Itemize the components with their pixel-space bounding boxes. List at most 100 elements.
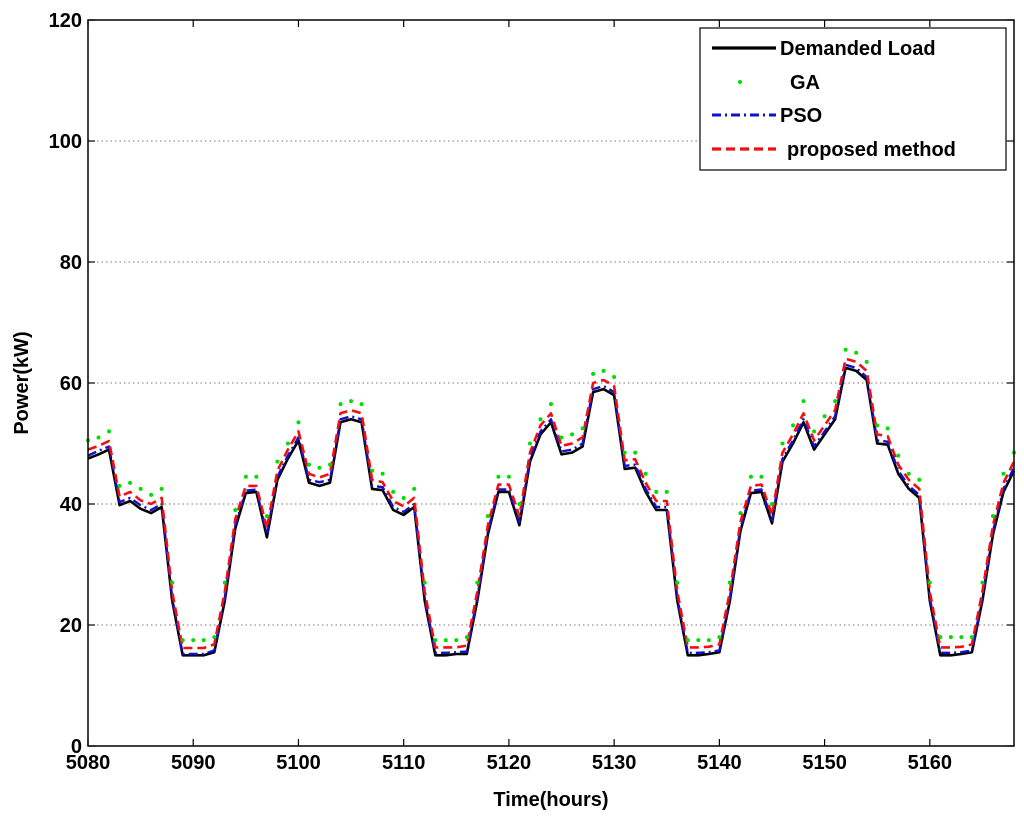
x-tick-label: 5140 <box>697 752 742 774</box>
data-point <box>801 399 806 404</box>
x-tick-label: 5080 <box>66 752 111 774</box>
data-point <box>433 638 438 643</box>
legend-box <box>699 27 1007 171</box>
data-point <box>612 374 617 379</box>
data-point <box>296 420 301 425</box>
x-tick-label: 5120 <box>487 752 532 774</box>
x-tick-label: 5160 <box>908 752 953 774</box>
data-point <box>717 635 722 640</box>
series-layer <box>86 347 1016 657</box>
data-point <box>980 580 985 585</box>
data-point <box>664 489 669 494</box>
legend-label: proposed method <box>787 139 956 161</box>
y-tick-label: 100 <box>49 131 82 153</box>
data-point <box>769 502 774 506</box>
data-point <box>706 638 711 643</box>
data-point <box>317 465 322 470</box>
data-point <box>275 459 280 464</box>
data-point <box>917 477 922 482</box>
y-tick-label: 0 <box>71 736 82 758</box>
legend-swatch <box>738 80 742 84</box>
data-point <box>359 402 364 407</box>
x-tick-label: 5110 <box>382 752 425 774</box>
data-point <box>549 402 553 407</box>
data-point <box>812 429 817 434</box>
data-point <box>454 638 459 643</box>
data-point <box>401 495 406 500</box>
data-point <box>927 580 932 585</box>
data-point <box>464 635 469 640</box>
data-point <box>517 502 522 506</box>
data-point <box>149 492 154 497</box>
data-point <box>264 514 269 519</box>
data-point <box>117 483 122 488</box>
data-point <box>948 635 953 640</box>
data-point <box>201 638 206 643</box>
data-point <box>370 468 375 473</box>
data-point <box>285 441 290 446</box>
data-point <box>191 638 196 643</box>
y-tick-label: 120 <box>49 10 82 32</box>
data-point <box>864 359 869 364</box>
series-line <box>87 363 1016 656</box>
data-point <box>422 580 427 585</box>
data-point <box>696 638 701 643</box>
y-axis: 0 20 40 60 80 100 120 <box>49 10 1014 758</box>
data-point <box>380 471 385 476</box>
data-point <box>727 580 732 585</box>
data-point <box>822 414 827 419</box>
y-axis-label: Power(kW) <box>11 331 33 434</box>
data-point <box>107 429 112 434</box>
data-point <box>475 580 480 585</box>
x-tick-label: 5100 <box>276 752 321 774</box>
data-point <box>643 471 648 476</box>
data-point <box>559 435 564 440</box>
x-tick-label: 5150 <box>802 752 847 774</box>
data-point <box>328 462 333 467</box>
legend: Demanded Load GA PSO proposed method <box>699 27 1007 171</box>
data-point <box>159 486 164 491</box>
data-point <box>180 638 185 643</box>
data-point <box>633 450 638 455</box>
data-point <box>685 638 690 643</box>
data-point <box>654 489 659 494</box>
data-point <box>875 423 880 428</box>
data-point <box>349 399 354 404</box>
legend-label: PSO <box>780 105 822 127</box>
data-point <box>885 426 890 431</box>
data-point <box>443 638 448 643</box>
data-point <box>990 514 995 519</box>
data-point <box>759 474 764 479</box>
data-point <box>622 450 627 455</box>
y-tick-label: 80 <box>60 252 82 274</box>
data-point <box>306 462 311 467</box>
series-pso <box>87 363 1016 656</box>
data-point <box>896 453 901 458</box>
data-point <box>128 480 133 485</box>
data-point <box>527 441 532 446</box>
data-point <box>506 474 511 479</box>
data-point <box>591 371 596 376</box>
data-point <box>906 471 911 476</box>
data-point <box>412 486 417 491</box>
data-point <box>170 580 175 585</box>
data-point <box>243 474 248 479</box>
y-tick-label: 60 <box>60 373 82 395</box>
series-line <box>87 357 1016 650</box>
y-tick-label: 20 <box>60 615 82 637</box>
data-point <box>791 423 796 428</box>
series-ga <box>86 347 1016 643</box>
data-point <box>570 432 575 437</box>
data-point <box>1001 471 1006 476</box>
data-point <box>780 441 785 446</box>
data-point <box>233 508 238 513</box>
data-point <box>675 580 680 585</box>
data-point <box>138 486 143 491</box>
data-point <box>833 399 838 404</box>
data-point <box>748 474 753 479</box>
legend-label: GA <box>790 72 820 94</box>
data-point <box>854 350 859 355</box>
data-point <box>212 635 217 640</box>
data-point <box>254 474 259 479</box>
